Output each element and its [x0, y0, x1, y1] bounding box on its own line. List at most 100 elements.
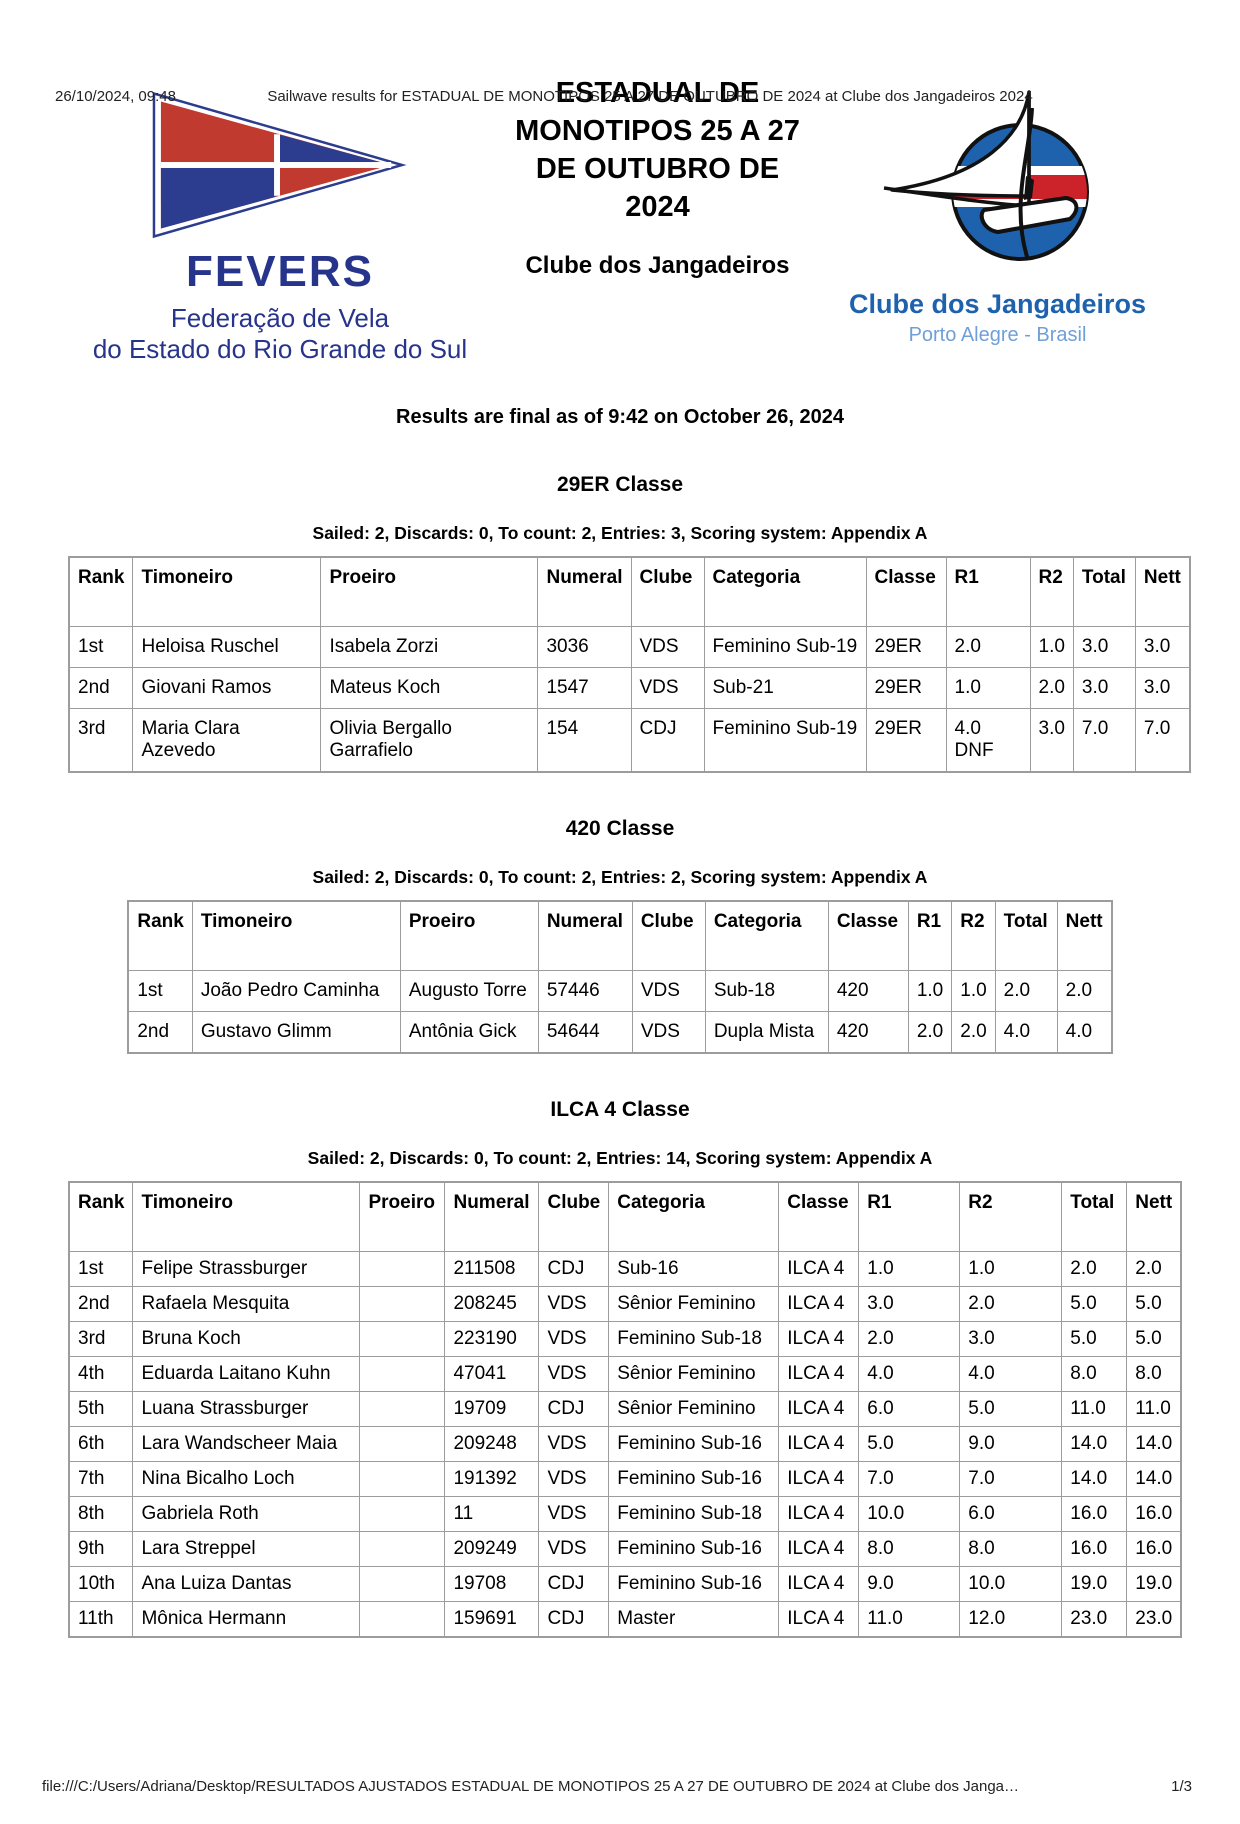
event-title-block: ESTADUAL DE MONOTIPOS 25 A 27 DE OUTUBRO… — [508, 70, 808, 358]
table-cell: Mateus Koch — [320, 667, 539, 709]
table-cell: VDS — [538, 1461, 610, 1497]
table-cell: 3.0 — [1029, 708, 1074, 773]
table-cell: Feminino Sub-19 — [703, 626, 867, 668]
table-cell: 191392 — [444, 1461, 540, 1497]
table-cell — [359, 1391, 446, 1427]
table-cell: 2.0 — [1061, 1251, 1128, 1287]
table-cell: Master — [608, 1601, 780, 1638]
table-cell: 2.0 — [994, 970, 1058, 1012]
table-cell: 1.0 — [858, 1251, 961, 1287]
column-header: Proeiro — [359, 1181, 446, 1252]
table-cell: 1.0 — [945, 667, 1031, 709]
table-cell: 57446 — [537, 970, 633, 1012]
table-row: 8th Gabriela Roth 11 VDS Feminino Sub-18 ILCA… — [68, 1496, 1182, 1532]
table-row: 2nd Rafaela Mesquita 208245 VDS Sênior Femin… — [68, 1286, 1182, 1322]
table-cell: VDS — [631, 1011, 706, 1054]
table-cell: Heloisa Ruschel — [132, 626, 322, 668]
table-row: 3rd Maria Clara Azevedo Olivia Bergallo Ga… — [68, 708, 1191, 773]
section-info-420: Sailed: 2, Discards: 0, To count: 2, Ent… — [312, 867, 928, 887]
table-cell: Feminino Sub-18 — [608, 1496, 780, 1532]
table-cell: Sênior Feminino — [608, 1356, 780, 1392]
table-cell: 3036 — [537, 626, 632, 668]
table-cell: 2.0 — [858, 1321, 961, 1357]
table-cell: 11 — [444, 1496, 540, 1532]
table-row: 2nd Gustavo Glimm Antônia Gick 54644 VDS Dupl… — [127, 1011, 1113, 1054]
table-cell: 2nd — [68, 667, 134, 709]
table-cell: 14.0 — [1061, 1426, 1128, 1462]
fevers-pennant-flag-icon — [152, 91, 407, 239]
column-header: Clube — [630, 556, 705, 627]
table-cell: 4th — [68, 1356, 134, 1392]
table-cell: CDJ — [538, 1251, 610, 1287]
table-cell: 16.0 — [1126, 1531, 1182, 1567]
table-cell: 3rd — [68, 1321, 134, 1357]
print-datetime: 26/10/2024, 09:48 — [55, 88, 176, 105]
club-subtitle: Porto Alegre - Brasil — [908, 324, 1087, 346]
table-row: 4th Eduarda Laitano Kuhn 47041 VDS Sênior Fe… — [68, 1356, 1182, 1392]
results-table-29er: Rank Timoneiro Proeiro Numeral Clube Categori… — [68, 556, 1191, 773]
column-header: Nett — [1134, 556, 1191, 627]
column-header: Timoneiro — [191, 900, 401, 971]
table-cell: ILCA 4 — [778, 1496, 860, 1532]
table-cell: ILCA 4 — [778, 1391, 860, 1427]
table-cell: 1st — [68, 626, 134, 668]
table-cell: 211508 — [444, 1251, 540, 1287]
column-header: Clube — [538, 1181, 610, 1252]
table-cell: 420 — [827, 970, 909, 1012]
table-cell: 154 — [537, 708, 632, 773]
table-cell: 5.0 — [1126, 1286, 1182, 1322]
table-cell: Feminino Sub-18 — [608, 1321, 780, 1357]
table-cell: ILCA 4 — [778, 1461, 860, 1497]
table-row: 2nd Giovani Ramos Mateus Koch 1547 VDS Sub-21… — [68, 667, 1191, 709]
table-cell: Antônia Gick — [399, 1011, 539, 1054]
table-cell: Maria Clara Azevedo — [132, 708, 322, 773]
table-cell: Sub-18 — [704, 970, 829, 1012]
table-cell: 5.0 — [1126, 1321, 1182, 1357]
table-cell: Isabela Zorzi — [320, 626, 539, 668]
table-cell: 1.0 — [907, 970, 953, 1012]
table-cell: 159691 — [444, 1601, 540, 1638]
column-header: Categoria — [704, 900, 829, 971]
table-cell: 7.0 — [1072, 708, 1136, 773]
table-row: 9th Lara Streppel 209249 VDS Feminino Sub-16… — [68, 1531, 1182, 1567]
table-cell: 1.0 — [951, 970, 996, 1012]
table-cell: Sub-21 — [703, 667, 867, 709]
column-header: Classe — [865, 556, 947, 627]
table-cell: VDS — [538, 1356, 610, 1392]
table-cell: Gabriela Roth — [132, 1496, 361, 1532]
table-cell: Olivia Bergallo Garrafielo — [320, 708, 539, 773]
table-cell: Eduarda Laitano Kuhn — [132, 1356, 361, 1392]
table-cell: 2nd — [68, 1286, 134, 1322]
table-cell: 8th — [68, 1496, 134, 1532]
table-cell: 9th — [68, 1531, 134, 1567]
table-cell: 1st — [127, 970, 193, 1012]
table-cell: João Pedro Caminha — [191, 970, 401, 1012]
column-header: R2 — [1029, 556, 1074, 627]
table-cell: 2.0 — [945, 626, 1031, 668]
table-cell: Mônica Hermann — [132, 1601, 361, 1638]
table-cell: 2.0 — [1029, 667, 1074, 709]
table-cell: 23.0 — [1061, 1601, 1128, 1638]
table-cell: Bruna Koch — [132, 1321, 361, 1357]
table-cell: 2.0 — [1126, 1251, 1182, 1287]
table-cell: 29ER — [865, 626, 947, 668]
table-cell: 4.0 — [959, 1356, 1063, 1392]
column-header: Clube — [631, 900, 706, 971]
column-header: Numeral — [444, 1181, 540, 1252]
fevers-subtitle-line2: do Estado do Rio Grande do Sul — [92, 334, 468, 364]
table-cell: CDJ — [538, 1601, 610, 1638]
event-venue: Clube dos Jangadeiros — [525, 252, 790, 279]
column-header: R1 — [945, 556, 1031, 627]
table-cell: Feminino Sub-16 — [608, 1566, 780, 1602]
column-header: R1 — [858, 1181, 961, 1252]
table-cell: 209249 — [444, 1531, 540, 1567]
column-header: Proeiro — [399, 900, 539, 971]
table-cell: 209248 — [444, 1426, 540, 1462]
club-name: Clube dos Jangadeiros — [848, 289, 1147, 319]
table-row: 7th Nina Bicalho Loch 191392 VDS Feminino Su… — [68, 1461, 1182, 1497]
table-cell: 8.0 — [1126, 1356, 1182, 1392]
club-logo-block: Clube dos Jangadeiros Porto Alegre - Bra… — [825, 70, 1170, 358]
table-cell: Sub-16 — [608, 1251, 780, 1287]
table-cell: ILCA 4 — [778, 1356, 860, 1392]
